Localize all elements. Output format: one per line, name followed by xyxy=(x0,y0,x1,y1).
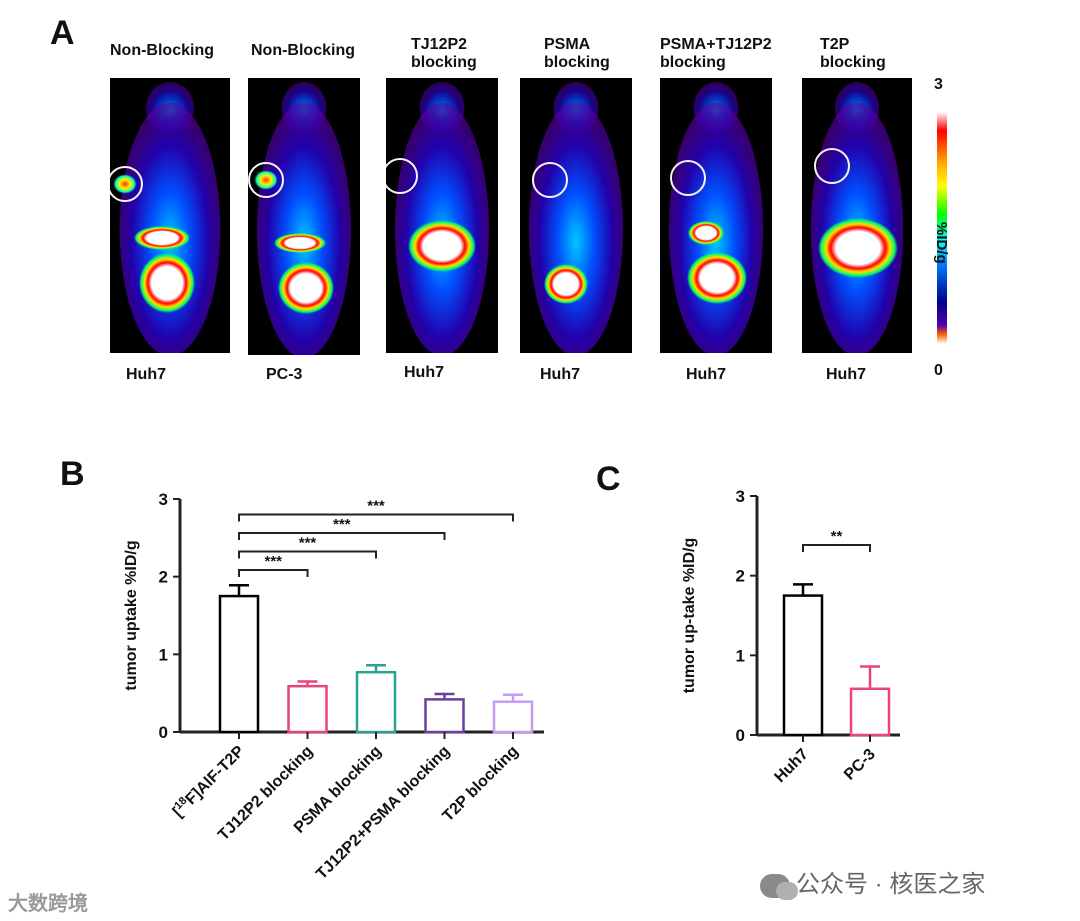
y-tick-label: 3 xyxy=(736,487,745,506)
x-tick-label: Huh7 xyxy=(772,746,812,786)
pet-image-6 xyxy=(802,78,912,353)
pet-image-5 xyxy=(660,78,772,353)
significance-bracket xyxy=(238,550,377,559)
pet-image-2 xyxy=(248,78,360,355)
significance-label: *** xyxy=(333,516,351,533)
pet-title-6: T2P blocking xyxy=(820,36,886,71)
pet-image-4 xyxy=(520,78,632,353)
y-axis-label: tumor uptake %ID/g xyxy=(123,540,140,690)
significance-label: ** xyxy=(831,528,843,545)
chart-c: 0 1 2 3 tumor up-take %ID/g Huh7 PC-3 ** xyxy=(681,487,900,786)
y-axis-label: tumor up-take %ID/g xyxy=(681,538,698,694)
y-tick-label: 1 xyxy=(736,646,745,665)
footer-right-watermark: 公众号 · 核医之家 xyxy=(760,864,986,900)
bar xyxy=(782,594,824,737)
bar xyxy=(355,670,397,734)
scale-unit-label: %ID/g xyxy=(933,222,950,264)
panel-b-letter: B xyxy=(60,455,85,493)
pet-label-6: Huh7 xyxy=(826,366,866,383)
pet-title-1: Non-Blocking xyxy=(110,42,214,59)
y-tick-label: 3 xyxy=(159,490,168,509)
pet-title-4: PSMA blocking xyxy=(544,36,610,71)
scale-max-label: 3 xyxy=(934,76,943,93)
pet-title-2: Non-Blocking xyxy=(251,42,355,59)
pet-image-3 xyxy=(386,78,498,353)
x-tick-label: TJ12P2+PSMA blocking xyxy=(313,743,453,880)
significance-bracket xyxy=(238,532,446,540)
y-tick-label: 2 xyxy=(736,567,745,586)
panel-c-letter: C xyxy=(596,460,621,498)
significance-bracket xyxy=(802,544,871,552)
significance-bracket xyxy=(238,569,309,577)
y-tick-label: 0 xyxy=(159,723,168,742)
footer-left-watermark: 大数跨境 xyxy=(8,887,88,916)
x-tick-label: [18F]AlF-T2P xyxy=(169,741,249,821)
chart-b: 0 1 2 3 tumor uptake %ID/g [18F]AlF-T2P TJ12P2… xyxy=(123,490,544,880)
scale-min-label: 0 xyxy=(934,362,943,379)
y-tick-label: 2 xyxy=(159,568,168,587)
significance-label: *** xyxy=(299,535,317,552)
pet-label-1: Huh7 xyxy=(126,366,166,383)
footer-right-text: 公众号 · 核医之家 xyxy=(796,871,986,898)
significance-bracket xyxy=(238,513,514,522)
footer-left-text: 大数跨境 xyxy=(8,893,88,915)
colorbar xyxy=(937,112,947,344)
x-tick-label: PC-3 xyxy=(841,746,879,784)
pet-label-5: Huh7 xyxy=(686,366,726,383)
bar xyxy=(218,594,260,734)
panel-a-letter: A xyxy=(50,14,75,52)
pet-label-3: Huh7 xyxy=(404,364,444,381)
y-tick-label: 0 xyxy=(736,726,745,745)
bar xyxy=(492,700,534,734)
pet-label-2: PC-3 xyxy=(266,366,303,383)
bar xyxy=(849,687,891,737)
pet-title-5: PSMA+TJ12P2 blocking xyxy=(660,36,772,71)
significance-label: *** xyxy=(367,498,385,515)
pet-title-3: TJ12P2 blocking xyxy=(411,36,477,71)
pet-label-4: Huh7 xyxy=(540,366,580,383)
bar xyxy=(424,698,465,734)
significance-label: *** xyxy=(264,553,282,570)
bar xyxy=(287,684,328,734)
y-tick-label: 1 xyxy=(159,645,168,664)
pet-image-1 xyxy=(110,78,230,353)
wechat-icon xyxy=(760,873,798,900)
